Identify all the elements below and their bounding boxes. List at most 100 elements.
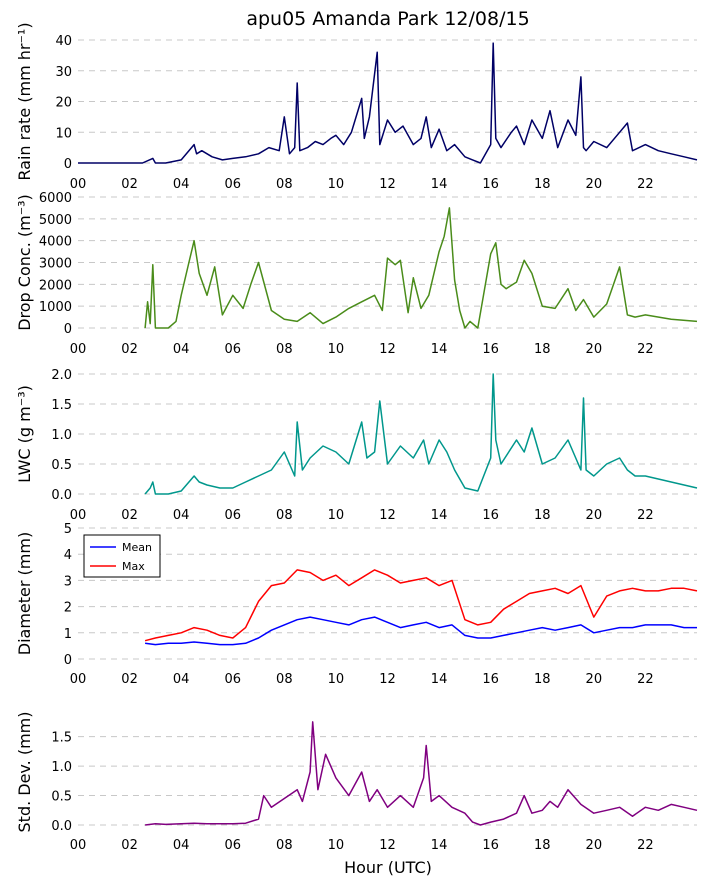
x-tick-label: 18	[534, 672, 551, 687]
legend-entry: Mean	[122, 541, 152, 554]
y-tick-label: 30	[55, 65, 72, 80]
series-line	[78, 42, 698, 164]
x-tick-label: 06	[224, 838, 241, 853]
y-axis-label: Std. Dev. (mm)	[15, 712, 34, 833]
x-tick-label: 22	[637, 672, 654, 687]
panel-2: 0 1000 2000 3000 4000 5000 6000 00 02 04 06 08 10 12 1…	[15, 191, 698, 357]
x-tick-label: 20	[586, 508, 603, 523]
x-tick-label: 14	[431, 342, 448, 357]
x-tick-label: 04	[173, 508, 190, 523]
y-axis-label: LWC (g m⁻³)	[15, 385, 34, 483]
y-tick-label: 1.0	[51, 760, 72, 775]
x-tick-label: 14	[431, 672, 448, 687]
y-tick-label: 20	[55, 96, 72, 111]
x-tick-label: 22	[637, 508, 654, 523]
x-tick-label: 06	[224, 177, 241, 192]
y-tick-label: 1000	[39, 300, 72, 315]
x-tick-label: 20	[586, 672, 603, 687]
y-tick-label: 1.5	[51, 731, 72, 746]
y-tick-label: 3000	[39, 257, 72, 272]
y-tick-label: 2	[64, 601, 72, 616]
x-tick-label: 18	[534, 342, 551, 357]
y-tick-label: 4	[64, 548, 72, 563]
x-tick-label: 00	[70, 177, 87, 192]
y-tick-label: 0	[64, 653, 72, 668]
x-tick-label: 22	[637, 342, 654, 357]
x-tick-label: 18	[534, 177, 551, 192]
y-axis-label: Rain rate (mm hr⁻¹)	[15, 22, 34, 180]
x-tick-label: 08	[276, 177, 293, 192]
y-axis-label: Drop Conc. (m⁻³)	[15, 194, 34, 331]
x-tick-label: 12	[379, 508, 396, 523]
x-tick-label: 06	[224, 342, 241, 357]
y-tick-label: 5000	[39, 213, 72, 228]
y-tick-label: 2000	[39, 278, 72, 293]
y-tick-label: 1.0	[51, 428, 72, 443]
panel-1: 0 10 20 30 40 00 02 04 06 08 10 12 14 16 18 20 22 Rain ra…	[15, 22, 698, 192]
x-tick-label: 04	[173, 177, 190, 192]
x-tick-label: 16	[482, 177, 499, 192]
x-tick-label: 02	[121, 177, 138, 192]
x-tick-label: 22	[637, 838, 654, 853]
x-tick-label: 08	[276, 508, 293, 523]
y-tick-label: 6000	[39, 191, 72, 206]
x-tick-label: 16	[482, 838, 499, 853]
x-tick-label: 04	[173, 672, 190, 687]
x-tick-label: 00	[70, 838, 87, 853]
x-tick-label: 04	[173, 838, 190, 853]
x-tick-label: 00	[70, 342, 87, 357]
legend-entry: Max	[122, 560, 145, 573]
y-tick-label: 0.0	[51, 819, 72, 834]
y-tick-label: 0.5	[51, 790, 72, 805]
legend: Mean Max	[83, 534, 161, 578]
y-tick-label: 1.5	[51, 398, 72, 413]
y-tick-label: 0	[64, 322, 72, 337]
series-line	[144, 373, 698, 495]
series-line-max	[144, 569, 698, 642]
x-tick-label: 02	[121, 508, 138, 523]
x-tick-label: 12	[379, 342, 396, 357]
x-tick-label: 20	[586, 342, 603, 357]
x-axis-label: Hour (UTC)	[344, 858, 432, 877]
x-tick-label: 10	[328, 672, 345, 687]
x-tick-label: 14	[431, 508, 448, 523]
y-axis-label: Diameter (mm)	[15, 532, 34, 655]
x-tick-label: 14	[431, 177, 448, 192]
x-tick-label: 02	[121, 342, 138, 357]
series-line	[145, 721, 698, 826]
x-tick-label: 12	[379, 838, 396, 853]
x-tick-label: 08	[276, 342, 293, 357]
y-tick-label: 5	[64, 522, 72, 537]
y-tick-label: 0	[64, 157, 72, 172]
x-tick-label: 08	[276, 838, 293, 853]
y-tick-label: 0.0	[51, 488, 72, 503]
y-tick-label: 4000	[39, 235, 72, 250]
y-tick-label: 2.0	[51, 368, 72, 383]
x-tick-label: 18	[534, 508, 551, 523]
figure-title: apu05 Amanda Park 12/08/15	[246, 8, 529, 30]
y-tick-label: 3	[64, 574, 72, 589]
y-tick-label: 40	[55, 34, 72, 49]
x-tick-label: 20	[586, 838, 603, 853]
x-tick-label: 18	[534, 838, 551, 853]
legend-box	[83, 534, 161, 578]
x-tick-label: 16	[482, 342, 499, 357]
x-tick-label: 06	[224, 508, 241, 523]
x-tick-label: 06	[224, 672, 241, 687]
x-tick-label: 04	[173, 342, 190, 357]
x-tick-label: 00	[70, 672, 87, 687]
x-tick-label: 00	[70, 508, 87, 523]
y-tick-label: 10	[55, 126, 72, 141]
x-tick-label: 12	[379, 177, 396, 192]
y-tick-label: 1	[64, 627, 72, 642]
x-tick-label: 20	[586, 177, 603, 192]
x-tick-label: 12	[379, 672, 396, 687]
x-tick-label: 10	[328, 177, 345, 192]
x-tick-label: 16	[482, 672, 499, 687]
panel-5: 0.0 0.5 1.0 1.5 00 02 04 06 08 10 12 14 16 18 20 22 Std.…	[15, 712, 698, 853]
y-tick-label: 0.5	[51, 458, 72, 473]
x-tick-label: 02	[121, 838, 138, 853]
x-tick-label: 14	[431, 838, 448, 853]
